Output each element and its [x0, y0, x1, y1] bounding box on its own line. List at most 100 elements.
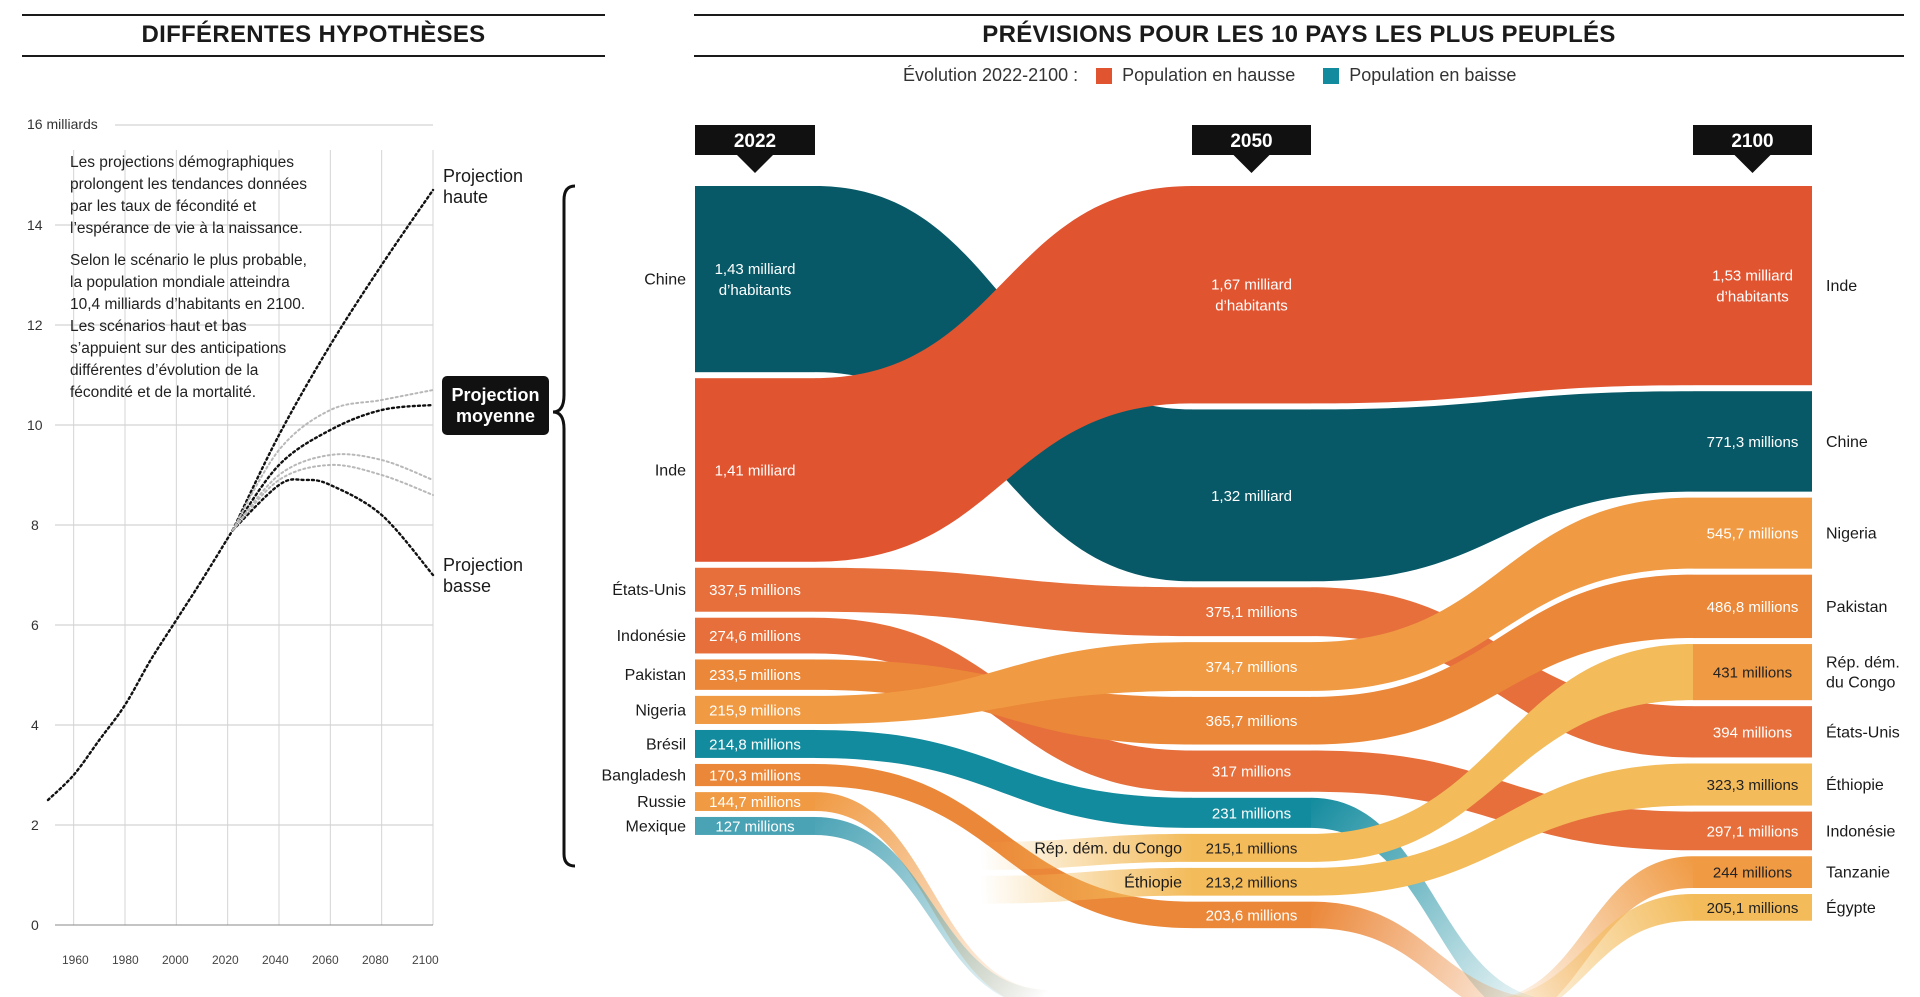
node-value-2022-indonesie: 274,6 millions: [709, 628, 801, 645]
country-label-2100-rep-dem-du-congo: Rép. dém.: [1826, 655, 1900, 672]
xtick-2100: 2100: [412, 953, 439, 967]
country-label-2100-egypte: Égypte: [1826, 898, 1876, 917]
node-2100-egypte: [1693, 894, 1812, 921]
series-line-variante-2: [231, 453, 434, 531]
node-value-2100-etats-unis: 394 millions: [1713, 724, 1792, 741]
year-badge-2100: [1693, 125, 1812, 173]
ytick-0: 0: [31, 917, 39, 933]
node-2022-bresil: [695, 729, 815, 758]
node-value-2100-indonesie: 297,1 millions: [1707, 823, 1799, 840]
note2-line: fécondité et de la mortalité.: [70, 384, 257, 401]
flow-2050-2100-indonesie: [1311, 750, 1693, 851]
series-line-projection-basse: [231, 478, 435, 577]
left-title: DIFFÉRENTES HYPOTHÈSES: [141, 21, 486, 48]
node-2050-indonesie: [1192, 750, 1311, 792]
legend-label-up: Population en hausse: [1122, 65, 1296, 85]
flow-enter-2050-ethiopie: [980, 867, 1192, 904]
proj-low-line: Projection: [443, 555, 524, 575]
country-label-2100-etats-unis: États-Unis: [1826, 722, 1900, 741]
series-line-variante-1: [231, 389, 434, 531]
node-value-2022-inde: 1,41 milliard: [715, 462, 796, 479]
node-value-2100-ethiopie: 323,3 millions: [1707, 777, 1799, 794]
node-value-2050-indonesie: 317 millions: [1212, 764, 1291, 781]
country-label-2100-tanzanie: Tanzanie: [1826, 865, 1890, 882]
left-title-rule-top: [22, 14, 605, 16]
node-value-2050-pakistan: 365,7 millions: [1206, 713, 1298, 730]
node-2022-chine: [695, 186, 815, 373]
node-value-2100-rep-dem-du-congo: 431 millions: [1713, 665, 1792, 682]
ytick-14: 14: [27, 217, 43, 233]
flow-2050-exit-bangladesh: [1311, 901, 1525, 997]
left-title-rule-bottom: [22, 55, 605, 57]
series-line-projection-haute: [231, 188, 435, 532]
node-2100-nigeria: [1693, 497, 1812, 569]
note2-line: 10,4 milliards d’habitants en 2100.: [70, 296, 306, 313]
note2-line: différentes d’évolution de la: [70, 362, 259, 379]
flows: [815, 186, 1693, 997]
node-value-2022-chine: 1,43 milliard: [715, 261, 796, 278]
xtick-2000: 2000: [162, 953, 189, 967]
node-2022-nigeria: [695, 695, 815, 724]
node-value-2100-nigeria: 545,7 millions: [1707, 526, 1799, 543]
note2-line: s’appuient sur des anticipations: [70, 340, 287, 357]
country-label-2100-pakistan: Pakistan: [1826, 599, 1887, 616]
node-value-2100-chine: 771,3 millions: [1707, 434, 1799, 451]
country-label-2022-bresil: Brésil: [646, 736, 686, 753]
xtick-1980: 1980: [112, 953, 139, 967]
year-label-2022: 2022: [734, 131, 776, 152]
xtick-2040: 2040: [262, 953, 289, 967]
legend-swatch-up: [1096, 67, 1113, 84]
flow-enter-2100-egypte: [1508, 894, 1693, 997]
proj-mid-line: moyenne: [455, 405, 535, 426]
note1-line: l’espérance de vie à la naissance.: [70, 220, 303, 237]
country-label-2100-indonesie: Indonésie: [1826, 823, 1895, 840]
country-label-2100-ethiopie: Éthiopie: [1826, 775, 1884, 794]
node-2100-etats-unis: [1693, 706, 1812, 758]
node-value-2022-mexique: 127 millions: [715, 818, 794, 835]
projection-high-label: Projection haute: [443, 166, 523, 208]
node-value-2050-nigeria: 374,7 millions: [1206, 659, 1298, 676]
node-2022-indonesie: [695, 617, 815, 654]
xtick-2020: 2020: [212, 953, 239, 967]
right-title-rule-top: [694, 14, 1904, 16]
flow-2050-2100-nigeria: [1311, 497, 1693, 691]
xtick-2060: 2060: [312, 953, 339, 967]
node-value-2022-etats-unis: 337,5 millions: [709, 582, 801, 599]
note2-line: la population mondiale atteindra: [70, 274, 290, 291]
node-2050-bangladesh: [1192, 901, 1311, 929]
flow-2050-exit-bresil: [1311, 797, 1537, 997]
node-value-2050-bangladesh: 203,6 millions: [1206, 907, 1298, 924]
legend-swatch-down: [1323, 67, 1340, 84]
country-label-2022-inde: Inde: [655, 462, 686, 479]
node-value-2050-etats-unis: 375,1 millions: [1206, 604, 1298, 621]
brace: [552, 184, 576, 868]
node-value-2050-inde: 1,67 milliard: [1211, 277, 1292, 294]
node-2050-bresil: [1192, 797, 1311, 828]
node-2022-inde: [695, 378, 815, 562]
country-label-2100-rep-dem-du-congo: du Congo: [1826, 675, 1895, 692]
right-title: PRÉVISIONS POUR LES 10 PAYS LES PLUS PEU…: [982, 21, 1616, 48]
country-label-2100-inde: Inde: [1826, 278, 1857, 295]
nodes: 1,43 milliard d’habitants Chine 1,41 millia…: [601, 186, 1900, 929]
country-label-2022-mexique: Mexique: [626, 818, 687, 835]
country-label-2100-nigeria: Nigeria: [1826, 526, 1877, 543]
node-value-2022-chine: d’habitants: [719, 282, 792, 299]
ytick-12: 12: [27, 317, 43, 333]
year-label-2050: 2050: [1230, 131, 1272, 152]
node-value-2100-egypte: 205,1 millions: [1707, 900, 1799, 917]
node-value-2050-bresil: 231 millions: [1212, 805, 1291, 822]
node-2050-ethiopie: [1192, 867, 1311, 896]
projection-low-label: Projection basse: [443, 555, 523, 597]
node-2050-inde: [1192, 186, 1311, 404]
proj-high-line: Projection: [443, 166, 524, 186]
node-2050-chine: [1192, 409, 1311, 582]
flow-2022-2050-bresil: [815, 729, 1192, 828]
note-paragraph-2: Selon le scénario le plus probable, la p…: [70, 250, 307, 404]
flow-2050-2100-ethiopie: [1311, 763, 1693, 896]
flow-2050-2100-chine: [1311, 391, 1693, 582]
node-value-2050-inde: d’habitants: [1215, 298, 1288, 315]
node-2050-nigeria: [1192, 642, 1311, 691]
node-value-2050-rep-dem-du-congo: 215,1 millions: [1206, 840, 1298, 857]
node-2100-pakistan: [1693, 574, 1812, 639]
